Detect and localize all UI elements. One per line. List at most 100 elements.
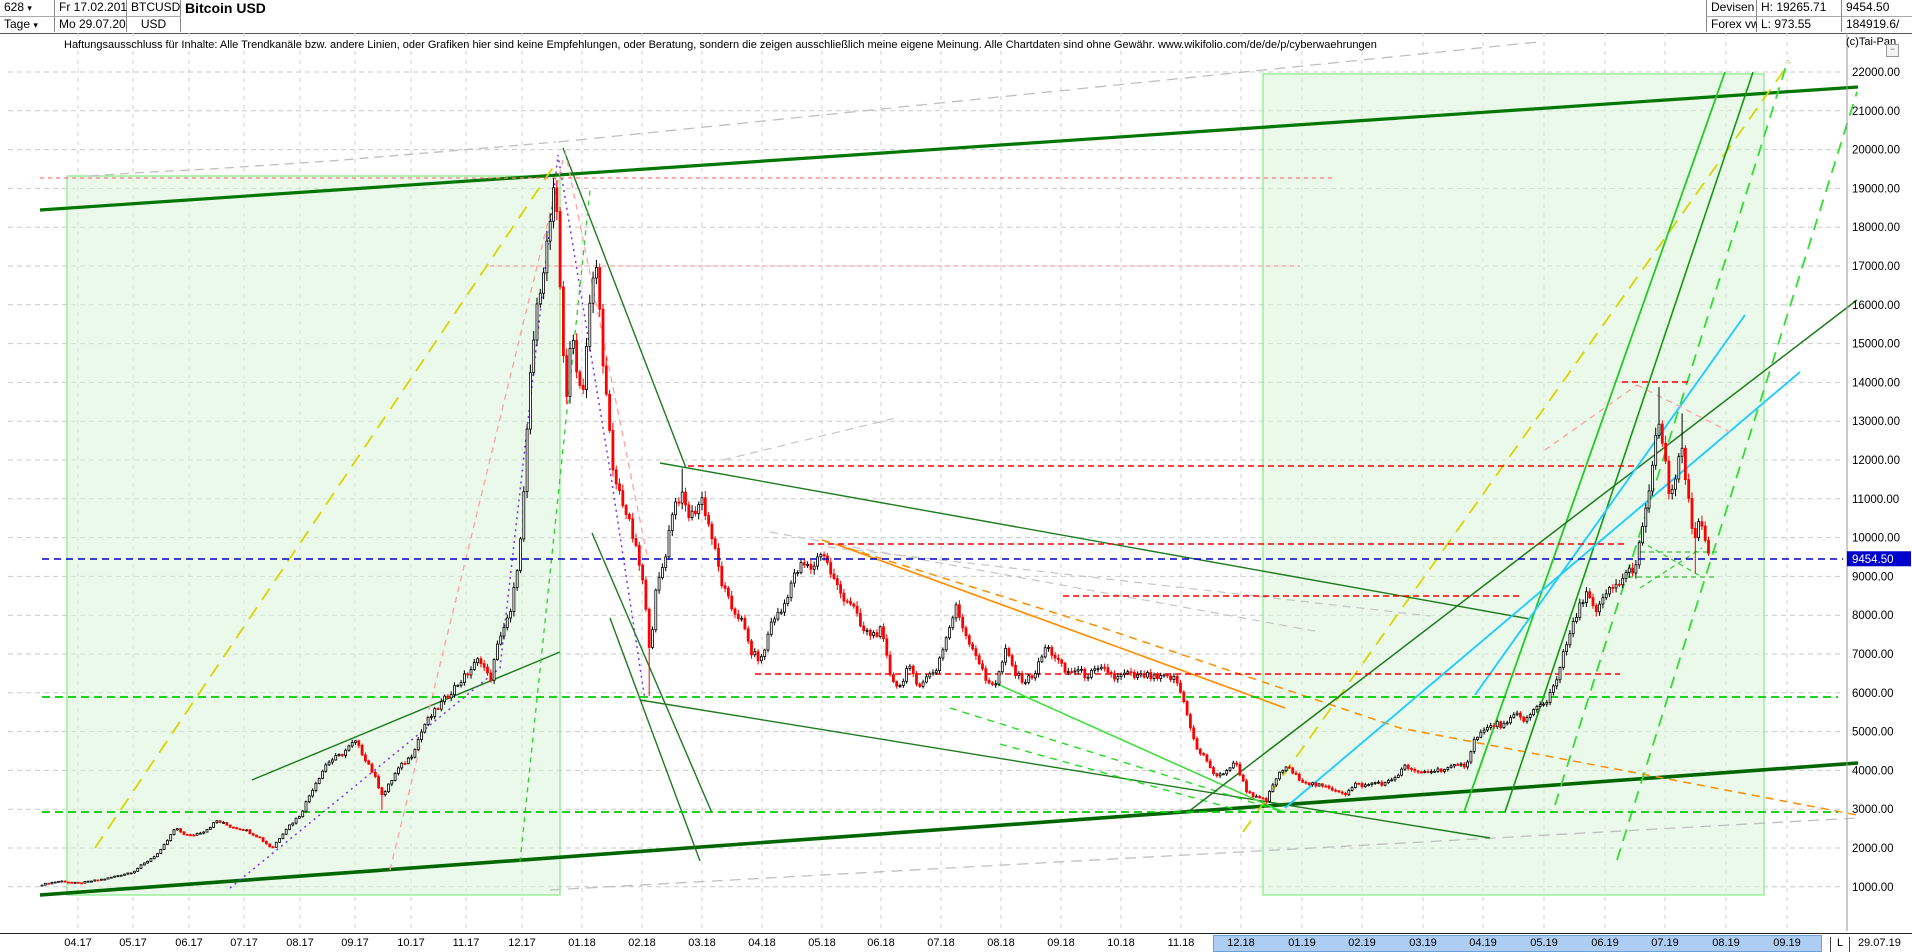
- candle-up: [215, 820, 219, 824]
- support-2017[interactable]: [251, 651, 561, 781]
- candle-up: [198, 832, 202, 835]
- gray-long-diagonal[interactable]: [557, 41, 1539, 143]
- upper-channel-thick[interactable]: [39, 85, 1859, 212]
- candle-up: [806, 564, 809, 566]
- candle-up: [439, 701, 443, 710]
- candle-up: [1561, 651, 1565, 668]
- lightgreen-decline[interactable]: [994, 682, 1284, 813]
- cyan-channel-2[interactable]: [1284, 371, 1801, 809]
- pennant-b[interactable]: [1639, 547, 1703, 589]
- gray-step-highs[interactable]: [89, 141, 557, 177]
- x-axis-label: 08.18: [987, 937, 1015, 949]
- salmon-2019-up[interactable]: [1544, 384, 1638, 451]
- collapse-button[interactable]: −: [1886, 44, 1899, 57]
- candle-down: [373, 771, 377, 778]
- candle-up: [1222, 773, 1225, 776]
- yellow-rally-2017[interactable]: [94, 159, 559, 849]
- salmon-rally[interactable]: [389, 159, 564, 871]
- price-chart[interactable]: 22000.00 21000.00 20000.00 19000.00 18000.00…: [0, 33, 1912, 933]
- wedge-lower[interactable]: [659, 462, 1531, 620]
- steep-crash-2[interactable]: [591, 532, 713, 814]
- candle-up: [297, 816, 301, 819]
- candle-up: [1370, 782, 1374, 785]
- candle-down: [835, 578, 839, 586]
- green-dash-fall-2[interactable]: [999, 743, 1246, 813]
- candle-down: [268, 843, 272, 848]
- candle-down: [1594, 605, 1598, 613]
- yellow-rally-2019[interactable]: [1242, 61, 1791, 833]
- candle-up: [50, 882, 54, 885]
- candle-up: [390, 780, 394, 785]
- candle-down: [380, 787, 384, 796]
- gray-lower-diagonal[interactable]: [549, 817, 1858, 891]
- candle-down: [631, 518, 635, 539]
- orange-solid[interactable]: [837, 544, 1286, 709]
- long-decline-2018[interactable]: [639, 699, 1491, 839]
- fan-from-dec-low[interactable]: [1187, 299, 1858, 813]
- candle-down: [235, 827, 239, 830]
- rally-2019-bright[interactable]: [1463, 71, 1726, 813]
- bars-count-dropdown[interactable]: 628 ▾: [0, 0, 55, 16]
- steep-green-dash-2017[interactable]: [519, 189, 591, 863]
- candle-up: [697, 504, 701, 515]
- candle-up: [423, 724, 427, 733]
- candle-down: [981, 663, 984, 670]
- gray-decline-2[interactable]: [827, 546, 1431, 617]
- x-axis-label: 04.19: [1469, 937, 1497, 949]
- steep-crash-1[interactable]: [562, 147, 687, 469]
- chevron-down-icon: ▾: [33, 20, 38, 30]
- candle-down: [1182, 691, 1186, 702]
- candle-down: [1690, 498, 1694, 529]
- candle-down: [1588, 591, 1592, 599]
- candle-down: [466, 673, 470, 676]
- candle-up: [951, 617, 955, 629]
- rally-2019-dark[interactable]: [1504, 71, 1754, 813]
- candle-up: [53, 881, 57, 884]
- candle-down: [228, 824, 232, 828]
- candle-down: [1070, 671, 1073, 673]
- candle-down: [1684, 447, 1687, 481]
- green-dash-fall-1[interactable]: [949, 707, 1284, 813]
- gray-decline-1[interactable]: [769, 531, 1321, 633]
- cyan-channel-1[interactable]: [1474, 314, 1746, 696]
- lower-channel-thick[interactable]: [39, 761, 1859, 897]
- candle-up: [522, 491, 526, 540]
- violet-zigzag[interactable]: [229, 154, 646, 889]
- x-axis-label: 06.18: [867, 937, 895, 949]
- green-dash-channel-2[interactable]: [1616, 91, 1858, 861]
- candle-up: [43, 882, 47, 886]
- candle-down: [70, 881, 74, 884]
- candle-up: [492, 659, 496, 681]
- candle-up: [1552, 685, 1555, 693]
- candle-down: [1618, 583, 1621, 586]
- candle-down: [1264, 798, 1268, 802]
- right-green-zone[interactable]: [1262, 73, 1765, 896]
- candle-down: [1083, 668, 1087, 679]
- candle-up: [350, 742, 354, 747]
- candle-up: [1482, 729, 1486, 733]
- candle-up: [1119, 674, 1123, 677]
- orange-dashed[interactable]: [821, 539, 1858, 816]
- currency-label: USD: [127, 16, 181, 32]
- salmon-postpeak[interactable]: [564, 149, 649, 561]
- candle-up: [1024, 681, 1027, 684]
- candle-down: [258, 836, 262, 839]
- date-to-field[interactable]: Mo 29.07.2019: [55, 16, 139, 32]
- candle-up: [786, 597, 790, 604]
- y-axis-label: 1000.00: [1852, 882, 1894, 894]
- period-dropdown[interactable]: Tage ▾: [0, 16, 55, 32]
- candle-down: [888, 654, 892, 676]
- x-axis-label: 02.18: [628, 937, 656, 949]
- candle-down: [1258, 795, 1262, 799]
- left-green-zone[interactable]: [66, 175, 561, 896]
- candle-up: [1608, 587, 1611, 595]
- green-dash-channel-1[interactable]: [1554, 59, 1789, 806]
- steep-crash-3[interactable]: [609, 617, 701, 862]
- candle-up: [878, 626, 882, 637]
- gray-rise-2018[interactable]: [722, 416, 901, 461]
- candle-up: [796, 572, 800, 574]
- candle-up: [169, 834, 173, 841]
- date-from-field[interactable]: Fr 17.02.2017: [55, 0, 134, 16]
- pennant-a[interactable]: [1639, 540, 1703, 578]
